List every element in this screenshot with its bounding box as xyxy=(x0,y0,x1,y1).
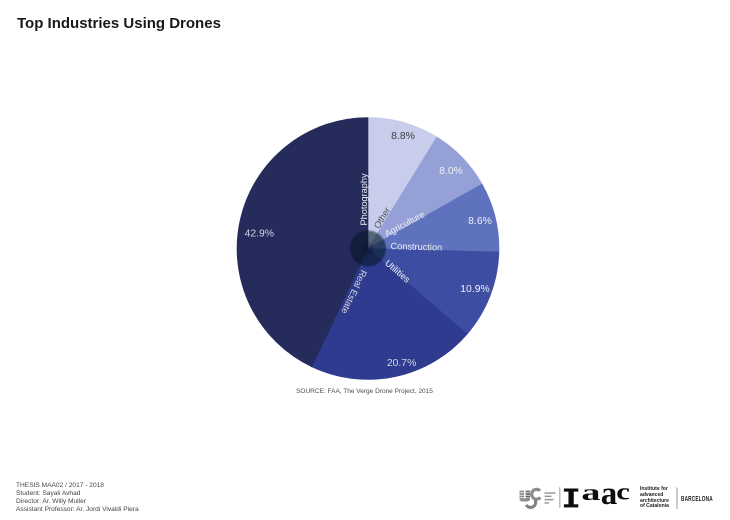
svg-text:Photography: Photography xyxy=(359,173,369,226)
svg-text:8.8%: 8.8% xyxy=(391,131,415,142)
svg-text:10.9%: 10.9% xyxy=(460,284,489,295)
svg-text:a: a xyxy=(581,484,600,505)
svg-text:c: c xyxy=(616,484,630,505)
svg-text:8.6%: 8.6% xyxy=(468,216,492,227)
svg-text:a: a xyxy=(601,484,618,512)
svg-text:20.7%: 20.7% xyxy=(387,358,416,369)
svg-text:42.9%: 42.9% xyxy=(245,229,274,240)
svg-text:Construction: Construction xyxy=(390,241,442,252)
svg-text:8.0%: 8.0% xyxy=(439,166,463,177)
